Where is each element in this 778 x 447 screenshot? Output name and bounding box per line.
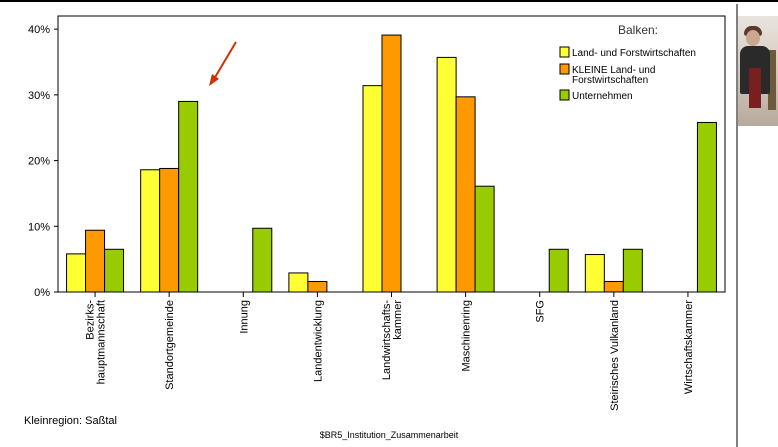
bars (66, 34, 717, 297)
x-tick-label: Maschinenring (461, 300, 473, 372)
x-axis-title: $BR5_Institution_Zusammenarbeit (320, 430, 459, 440)
legend-swatch (559, 63, 570, 75)
footnote: Kleinregion: Saßtal (24, 415, 117, 427)
x-tick-label: SFG (535, 300, 547, 323)
x-tick-label: Landentwicklung (312, 300, 324, 382)
bar (584, 254, 605, 293)
x-tick-label: Steirisches Vulkanland (609, 300, 621, 411)
y-tick-label: 30% (28, 90, 50, 102)
bar (307, 280, 328, 293)
bar (252, 227, 273, 293)
bar (288, 272, 309, 293)
bar (381, 34, 402, 293)
y-tick-label: 10% (28, 221, 50, 233)
x-tick-label: Bezirks-hauptmannschaft (85, 300, 108, 385)
bar (696, 121, 717, 293)
bar (159, 167, 180, 293)
y-axis: 0% 10% 20% 30% 40% (28, 24, 58, 299)
legend-title: Balken: (618, 23, 658, 37)
legend-label: KLEINE Land- und Forstwirtschaften (572, 65, 655, 86)
legend-label: Unternehmen (572, 91, 633, 102)
y-tick-label: 40% (28, 24, 50, 36)
legend-label: Land- und Forstwirtschaften (572, 48, 696, 59)
bar (140, 169, 161, 293)
bar (178, 100, 199, 293)
x-tick-label: Landwirtschafts-kammer (381, 300, 404, 380)
y-tick-label: 20% (28, 156, 50, 168)
bar (622, 248, 643, 293)
legend-swatch (559, 46, 570, 58)
bar (85, 229, 106, 293)
bar (455, 96, 476, 293)
bar (362, 85, 383, 293)
x-tick-label: Innung (238, 300, 250, 334)
legend-swatch (559, 89, 570, 101)
bar (104, 248, 125, 293)
legend: Balken: Land- und Forstwirtschaften KLEINE… (559, 23, 696, 102)
bar (548, 248, 569, 293)
x-tick-label: Standortgemeinde (164, 300, 176, 390)
x-axis: Bezirks-hauptmannschaft Standortgemeinde I… (85, 300, 695, 411)
bar (66, 253, 87, 293)
photo-thumbnail (738, 16, 778, 126)
bar (603, 280, 624, 293)
x-tick-label: Wirtschaftskammer (683, 300, 695, 394)
y-tick-label: 0% (34, 287, 50, 299)
bar (474, 185, 495, 293)
bar (436, 56, 457, 293)
annotation-arrow (209, 41, 237, 86)
